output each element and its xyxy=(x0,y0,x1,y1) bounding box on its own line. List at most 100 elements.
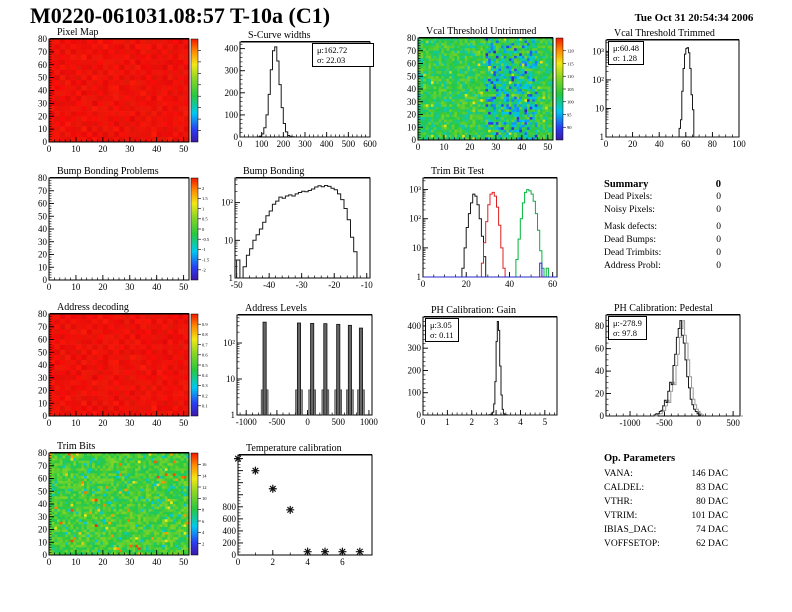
svg-text:40: 40 xyxy=(38,224,48,234)
stat-mu: μ:162.72 xyxy=(317,45,348,55)
svg-text:50: 50 xyxy=(38,347,48,357)
stat-sigma: σ: 22.03 xyxy=(317,55,346,65)
svg-text:20: 20 xyxy=(98,418,108,428)
svg-text:20: 20 xyxy=(98,144,108,154)
op-row-caldel: CALDEL: 83 DAC xyxy=(604,483,728,493)
svg-text:20: 20 xyxy=(465,142,475,152)
summary-row-noisy-pixels: Noisy Pixels: 0 xyxy=(604,205,721,215)
svg-text:120: 120 xyxy=(567,49,575,54)
svg-text:20: 20 xyxy=(38,111,48,121)
stat-sigma: σ: 0.11 xyxy=(430,330,454,340)
ph_pedestal-chart: -1000 -500 0 500 0 20 40 60 80 xyxy=(595,314,743,428)
svg-text:20: 20 xyxy=(462,279,472,289)
svg-text:0: 0 xyxy=(43,275,48,285)
svg-text:10²: 10² xyxy=(409,214,421,224)
svg-text:100: 100 xyxy=(255,139,269,149)
bump_problems-chart: 2 1.5 1 0.5 0 -0.5 -1 -1.5 -2 0 10 20 30 40 50 0 10 20 30 4… xyxy=(38,173,210,292)
svg-text:70: 70 xyxy=(38,322,48,332)
svg-text:0: 0 xyxy=(234,132,239,142)
svg-text:20: 20 xyxy=(98,282,108,292)
plot-title-bump-problems: Bump Bonding Problems xyxy=(50,166,189,178)
svg-text:5: 5 xyxy=(543,417,548,427)
bump_bonding-chart: -50 -40 -30 -20 -10 1 10 10² xyxy=(221,177,373,290)
svg-text:80: 80 xyxy=(38,34,48,44)
svg-text:80: 80 xyxy=(708,139,718,149)
svg-text:0.8: 0.8 xyxy=(202,332,208,337)
summary-row-address-probl: Address Probl: 0 xyxy=(604,261,721,271)
svg-text:-20: -20 xyxy=(328,280,340,290)
svg-text:20: 20 xyxy=(595,389,605,399)
svg-text:90: 90 xyxy=(567,125,572,130)
svg-text:400: 400 xyxy=(320,139,334,149)
svg-text:200: 200 xyxy=(408,365,422,375)
svg-text:10²: 10² xyxy=(221,198,233,208)
svg-text:0.5: 0.5 xyxy=(202,217,208,222)
svg-text:400: 400 xyxy=(225,44,239,54)
svg-text:-10: -10 xyxy=(361,280,373,290)
svg-text:10: 10 xyxy=(595,103,605,113)
svg-text:200: 200 xyxy=(225,88,239,98)
svg-text:60: 60 xyxy=(681,139,691,149)
svg-text:0: 0 xyxy=(417,410,422,420)
svg-text:4: 4 xyxy=(518,417,523,427)
plot-title-scurve-widths: S-Curve widths xyxy=(241,30,370,42)
svg-text:60: 60 xyxy=(38,60,48,70)
svg-text:30: 30 xyxy=(491,142,501,152)
svg-text:1.5: 1.5 xyxy=(202,196,208,201)
plot-title-bump-bonding: Bump Bonding xyxy=(236,166,370,178)
stats-box-ph-gain: μ:3.05 σ: 0.11 xyxy=(425,318,459,342)
svg-text:0.3: 0.3 xyxy=(202,383,208,388)
svg-text:30: 30 xyxy=(38,237,48,247)
svg-text:115: 115 xyxy=(567,61,574,66)
svg-text:1: 1 xyxy=(229,273,234,283)
svg-text:0.7: 0.7 xyxy=(202,342,208,347)
summary-heading-row: Summary 0 xyxy=(604,178,721,191)
svg-text:400: 400 xyxy=(408,321,422,331)
svg-text:10: 10 xyxy=(71,282,81,292)
plot-title-vcal-untrimmed: Vcal Threshold Untrimmed xyxy=(419,26,553,38)
svg-text:0: 0 xyxy=(697,418,702,428)
plot-title-trim-bit-test: Trim Bit Test xyxy=(424,166,557,178)
op-row-vtrim: VTRIM: 101 DAC xyxy=(604,511,728,521)
svg-text:500: 500 xyxy=(332,417,346,427)
svg-text:-50: -50 xyxy=(231,280,243,290)
svg-text:10³: 10³ xyxy=(409,185,421,195)
svg-text:0: 0 xyxy=(604,139,609,149)
pixel_map-chart: 0 10 20 30 40 50 0 10 20 30 40 50 60 70 80 xyxy=(38,34,201,154)
svg-text:20: 20 xyxy=(38,250,48,260)
svg-text:100: 100 xyxy=(408,388,422,398)
svg-text:70: 70 xyxy=(38,186,48,196)
svg-text:-2: -2 xyxy=(202,268,206,273)
svg-text:10: 10 xyxy=(412,243,422,253)
svg-text:1: 1 xyxy=(202,206,204,211)
plot-title-address-levels: Address Levels xyxy=(238,303,372,315)
op-row-vthr: VTHR: 80 DAC xyxy=(604,497,728,507)
svg-text:10²: 10² xyxy=(223,338,235,348)
svg-text:-0.5: -0.5 xyxy=(202,237,210,242)
svg-text:-40: -40 xyxy=(263,280,275,290)
svg-text:40: 40 xyxy=(38,360,48,370)
svg-text:80: 80 xyxy=(595,321,605,331)
svg-text:60: 60 xyxy=(38,335,48,345)
svg-text:1: 1 xyxy=(231,410,236,420)
page-title: M0220-061031.08:57 T-10a (C1) xyxy=(30,3,331,28)
plot-title-temperature: Temperature calibration xyxy=(239,443,372,455)
svg-text:2: 2 xyxy=(469,417,474,427)
svg-text:10: 10 xyxy=(71,144,81,154)
stats-box-vcal-trimmed: μ:60.48 σ: 1.28 xyxy=(608,41,645,65)
svg-text:80: 80 xyxy=(38,173,48,183)
svg-text:0: 0 xyxy=(416,142,421,152)
svg-text:60: 60 xyxy=(38,199,48,209)
svg-text:10: 10 xyxy=(224,235,234,245)
svg-text:300: 300 xyxy=(225,66,239,76)
op-parameters-panel: Op. Parameters VANA: 146 DAC CALDEL: 83 DA… xyxy=(604,451,728,551)
svg-text:50: 50 xyxy=(179,282,189,292)
svg-text:-1.5: -1.5 xyxy=(202,257,210,262)
svg-text:0: 0 xyxy=(238,139,243,149)
svg-text:40: 40 xyxy=(655,139,665,149)
svg-text:0.2: 0.2 xyxy=(202,393,208,398)
svg-text:50: 50 xyxy=(38,73,48,83)
